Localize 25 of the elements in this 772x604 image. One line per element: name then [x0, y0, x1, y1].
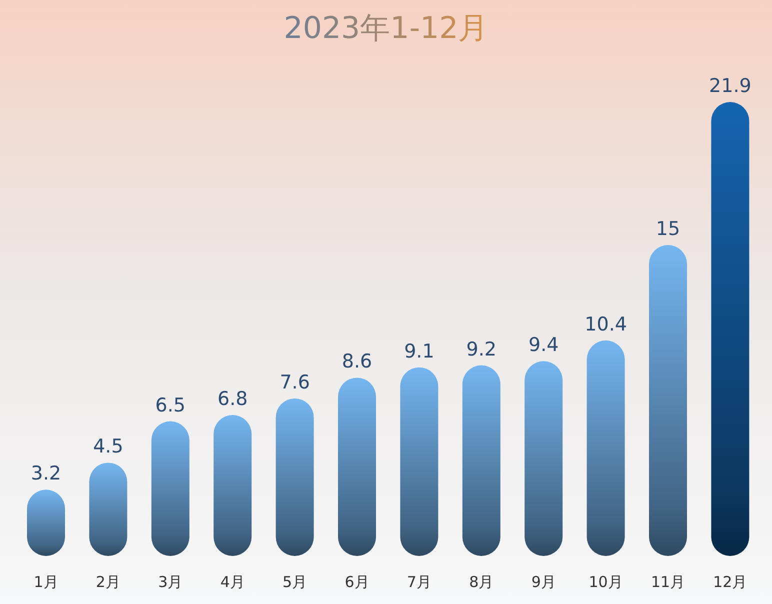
- data-label: 10.4: [584, 313, 627, 336]
- x-tick-label: 10月: [588, 573, 623, 591]
- x-tick-label: 3月: [158, 573, 183, 591]
- data-label: 6.5: [155, 394, 186, 416]
- data-label: 9.1: [404, 340, 434, 362]
- x-tick-label: 6月: [344, 573, 370, 591]
- x-tick-label: 4月: [220, 573, 245, 591]
- x-tick-label: 1月: [34, 573, 58, 591]
- x-tick-label: 11月: [650, 573, 686, 591]
- data-label: 8.6: [342, 350, 372, 373]
- data-label: 6.8: [217, 388, 248, 410]
- data-label: 9.4: [528, 334, 559, 356]
- x-tick-label: 5月: [282, 573, 308, 591]
- data-label: 3.2: [30, 462, 62, 485]
- x-tick-label: 7月: [406, 573, 432, 591]
- data-label: 15: [656, 218, 680, 240]
- title: 2023年1-12月: [284, 11, 488, 46]
- x-tick-label: 8月: [469, 573, 494, 591]
- x-tick-label: 9月: [531, 573, 556, 591]
- x-tick-label: 2月: [96, 573, 120, 591]
- data-label: 21.9: [709, 75, 752, 97]
- x-tick-label: 12月: [713, 573, 748, 591]
- data-label: 9.2: [466, 338, 497, 360]
- data-label: 7.6: [280, 371, 310, 394]
- data-label: 4.5: [93, 436, 124, 458]
